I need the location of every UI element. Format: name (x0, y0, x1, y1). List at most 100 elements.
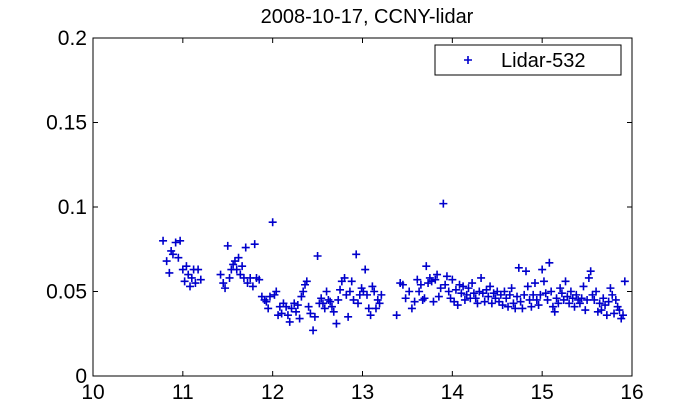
data-point (464, 284, 473, 293)
data-point (439, 199, 448, 208)
data-point (489, 289, 498, 298)
data-point (302, 277, 311, 286)
data-point (282, 302, 291, 311)
data-point (223, 241, 232, 250)
data-point (272, 287, 281, 296)
data-point (234, 253, 243, 262)
data-point (407, 304, 416, 313)
data-point (500, 287, 509, 296)
data-point (354, 299, 363, 308)
data-point (581, 306, 590, 315)
data-point (196, 275, 205, 284)
y-tick-label: 0 (75, 365, 87, 388)
data-point (433, 270, 442, 279)
x-tick-label: 15 (530, 381, 553, 404)
data-point (520, 290, 529, 299)
data-point (176, 236, 185, 245)
data-point (415, 287, 424, 296)
data-point (171, 238, 180, 247)
data-point (361, 265, 370, 274)
x-tick-label: 13 (351, 381, 374, 404)
data-point (309, 326, 318, 335)
data-point (422, 262, 431, 271)
data-point (579, 282, 588, 291)
data-point (174, 253, 183, 262)
data-point (590, 295, 599, 304)
data-point (431, 275, 440, 284)
data-point (511, 304, 520, 313)
legend-label: Lidar-532 (501, 50, 586, 72)
data-point (487, 299, 496, 308)
data-point (565, 299, 574, 308)
data-point (507, 284, 516, 293)
data-point (324, 295, 333, 304)
data-point (310, 312, 319, 321)
data-point (592, 287, 601, 296)
data-point (221, 284, 230, 293)
data-point (265, 292, 274, 301)
data-point (434, 292, 443, 301)
data-point (366, 311, 375, 320)
data-point (527, 302, 536, 311)
data-point (561, 277, 570, 286)
data-point (552, 294, 561, 303)
data-point (327, 302, 336, 311)
data-point (455, 280, 464, 289)
data-point (556, 284, 565, 293)
data-point (260, 295, 269, 304)
data-point (306, 309, 315, 318)
data-point (471, 294, 480, 303)
data-point (216, 270, 225, 279)
data-point (444, 287, 453, 296)
data-point (468, 279, 477, 288)
data-point (368, 282, 377, 291)
data-point (504, 302, 513, 311)
data-point (345, 287, 354, 296)
data-point (250, 240, 259, 249)
data-point (299, 287, 308, 296)
data-point (550, 307, 559, 316)
x-tick-label: 11 (172, 381, 194, 404)
data-point (392, 311, 401, 320)
data-point (477, 273, 486, 282)
data-point (543, 295, 552, 304)
data-point (595, 299, 604, 308)
data-point (344, 312, 353, 321)
data-point (505, 290, 514, 299)
data-point (547, 287, 556, 296)
data-point (457, 289, 466, 298)
data-point (538, 265, 547, 274)
data-point (545, 258, 554, 267)
y-tick-label: 0.15 (46, 112, 87, 135)
data-point (442, 272, 451, 281)
data-point (460, 295, 469, 304)
data-point (606, 284, 615, 293)
data-point (498, 301, 507, 310)
y-tick-label: 0.1 (58, 196, 87, 219)
data-point (186, 282, 195, 291)
data-point (451, 285, 460, 294)
data-point (429, 297, 438, 306)
data-point (283, 311, 292, 320)
data-point (180, 277, 189, 286)
axes: 10 11 12 13 14 15 16 0 0.05 0.1 0.15 0.2 (46, 27, 644, 404)
data-point (608, 290, 617, 299)
plot-frame (92, 37, 633, 377)
x-tick-label: 10 (81, 381, 104, 404)
chart-title: 2008-10-17, CCNY-lidar (261, 6, 474, 28)
data-point (453, 301, 462, 310)
data-point (292, 307, 301, 316)
data-point (424, 279, 433, 288)
data-point (405, 287, 414, 296)
data-point (165, 268, 174, 277)
data-point (586, 267, 595, 276)
data-point (513, 292, 522, 301)
data-point (473, 299, 482, 308)
data-point (427, 277, 436, 286)
data-point (297, 292, 306, 301)
data-point (572, 290, 581, 299)
data-point (168, 250, 177, 259)
data-point (420, 294, 429, 303)
data-point (413, 275, 422, 284)
